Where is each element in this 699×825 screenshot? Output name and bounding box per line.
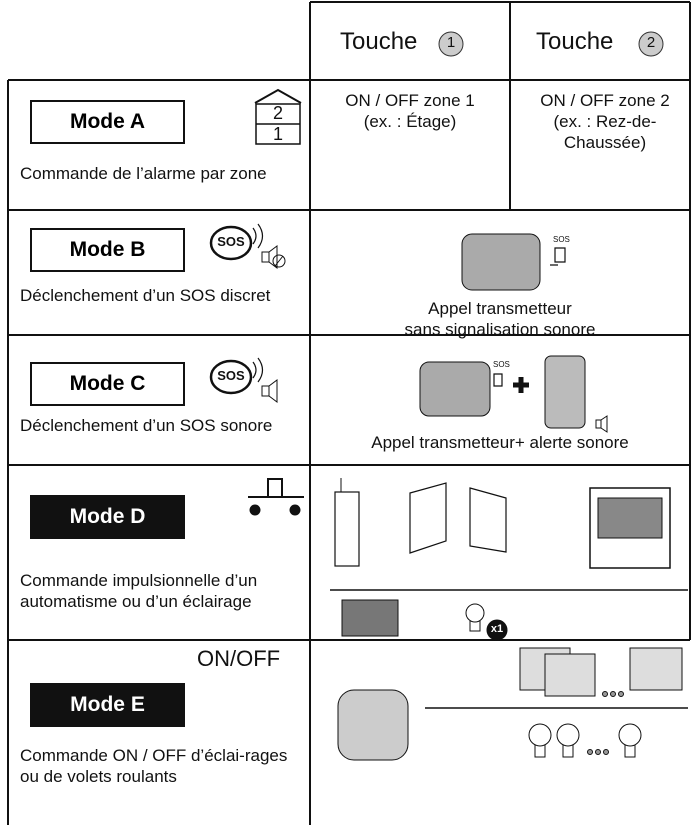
badge: SOS bbox=[553, 235, 570, 244]
description: Déclenchement d’un SOS discret bbox=[20, 286, 271, 305]
header-number: 2 bbox=[646, 34, 656, 51]
icon-label: 1 bbox=[272, 124, 283, 144]
icon-label: 2 bbox=[272, 103, 283, 123]
cell-text: ON / OFF zone 2 (ex. : Rez-de-Chaussée) bbox=[540, 90, 670, 153]
cell-text: Appel transmetteur+ alerte sonore bbox=[312, 432, 688, 453]
badge: x1 bbox=[490, 623, 504, 635]
header-number: 1 bbox=[446, 34, 456, 51]
icon-label: SOS bbox=[217, 234, 245, 249]
badge: SOS bbox=[493, 360, 510, 369]
cell-line: ON / OFF zone 2 bbox=[540, 91, 670, 110]
cell-line: (ex. : Rez-de-Chaussée) bbox=[553, 112, 657, 152]
cell-text: Appel transmetteur sans signalisation so… bbox=[312, 298, 688, 340]
header-label: Touche bbox=[536, 28, 614, 55]
cell-line: Appel transmetteur+ alerte sonore bbox=[371, 433, 629, 452]
mode-label: Mode C bbox=[30, 362, 185, 406]
cell-line: (ex. : Étage) bbox=[363, 112, 457, 131]
mode-label: Mode D bbox=[30, 495, 185, 539]
cell-line: sans signalisation sonore bbox=[404, 320, 596, 339]
cell-line: Appel transmetteur bbox=[428, 299, 572, 318]
cell-text: ON / OFF zone 1 (ex. : Étage) bbox=[312, 90, 508, 132]
mode-label: Mode E bbox=[30, 683, 185, 727]
mode-label: Mode B bbox=[30, 228, 185, 272]
cell-line: ON / OFF zone 1 bbox=[345, 91, 475, 110]
description: Commande ON / OFF d’éclai-rages ou de vo… bbox=[20, 746, 288, 786]
description: Commande de l’alarme par zone bbox=[20, 164, 267, 183]
mode-label: Mode A bbox=[30, 100, 185, 144]
icon-label: ON/OFF bbox=[197, 646, 281, 671]
description: Déclenchement d’un SOS sonore bbox=[20, 416, 273, 435]
icon-label: SOS bbox=[217, 368, 245, 383]
header-label: Touche bbox=[340, 28, 418, 55]
description: Commande impulsionnelle d’un automatisme… bbox=[20, 571, 258, 611]
